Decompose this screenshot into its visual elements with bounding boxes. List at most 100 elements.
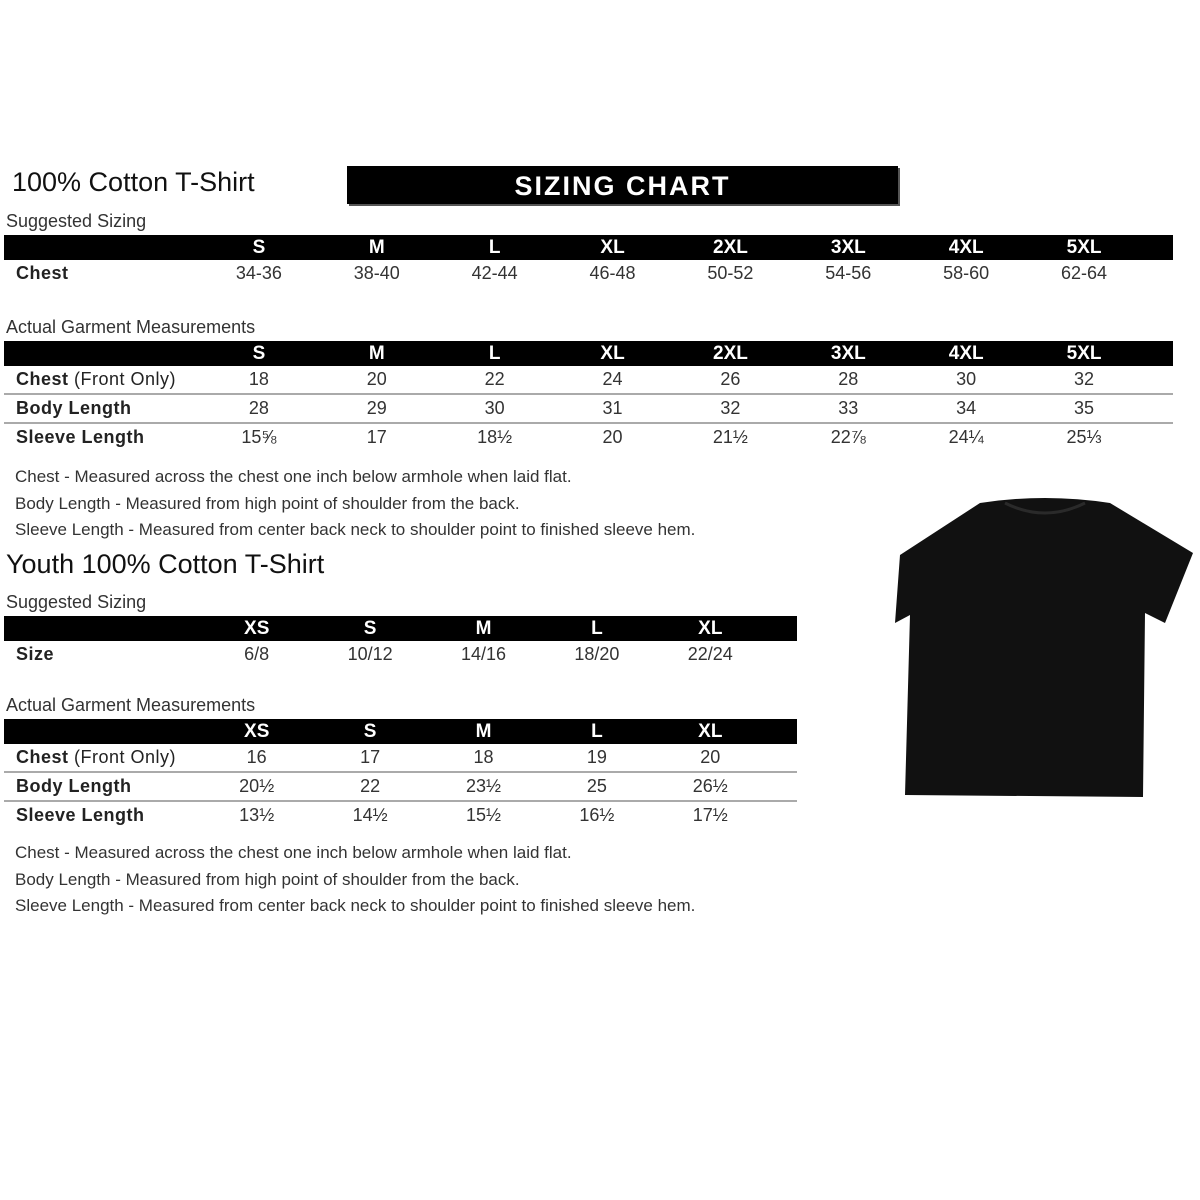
table-row: Chest (Front Only) 18 20 22 24 26 28 30 32 (4, 366, 1173, 395)
row-end (1143, 423, 1173, 451)
value-cell: 16½ (579, 805, 615, 825)
youth-notes: Chest - Measured across the chest one in… (15, 840, 695, 920)
row-label: Body Length (16, 398, 132, 418)
value-cell: 20 (317, 366, 436, 395)
value-cell: 31 (553, 394, 672, 424)
black-tshirt-icon (895, 498, 1193, 797)
header-blank (4, 719, 200, 744)
size-header: 4XL (907, 235, 1026, 260)
value-cell: 18½ (477, 427, 513, 447)
value-cell: 20 (653, 744, 767, 773)
header-end (1143, 341, 1173, 366)
value-cell: 26½ (653, 772, 767, 802)
row-label-cell: Size (4, 641, 200, 668)
row-end (1143, 260, 1173, 287)
value-cell: 6/8 (244, 644, 270, 664)
size-header: 5XL (1025, 341, 1143, 366)
row-label: Size (16, 644, 55, 664)
value-cell: 32 (1025, 366, 1143, 395)
youth-title: Youth 100% Cotton T-Shirt (6, 549, 325, 579)
youth-actual-table: XS S M L XL Chest (Front Only) 16 17 18 19 20 Body … (4, 719, 797, 829)
value-cell: 19 (540, 744, 654, 773)
table-row: Body Length 20½ 22 23½ 25 26½ (4, 772, 797, 802)
value-cell: 33 (789, 394, 908, 424)
value-cell: 30 (435, 394, 554, 424)
value-cell: 34-36 (235, 263, 282, 283)
row-label-cell: Chest (Front Only) (4, 366, 200, 395)
row-label-cell: Sleeve Length (4, 423, 200, 451)
value-cell: 22/24 (687, 644, 733, 664)
sizing-chart-banner: SIZING CHART (347, 166, 898, 204)
value-cell: 42-44 (471, 263, 518, 283)
size-header: 3XL (789, 235, 908, 260)
header-blank (4, 235, 200, 260)
size-header: S (313, 719, 427, 744)
row-label-cell: Chest (Front Only) (4, 744, 200, 773)
value-cell: 28 (789, 366, 908, 395)
value-cell: 15⅝ (241, 427, 277, 447)
value-cell: 13½ (239, 805, 275, 825)
size-header: 5XL (1025, 235, 1143, 260)
size-header: L (540, 719, 654, 744)
note-line: Body Length - Measured from high point o… (15, 493, 520, 513)
value-cell: 22⅞ (830, 427, 866, 447)
note-line: Sleeve Length - Measured from center bac… (15, 520, 696, 539)
row-label-cell: Body Length (4, 772, 200, 802)
table-row: Body Length 28 29 30 31 32 33 34 35 (4, 394, 1173, 424)
value-cell: 54-56 (825, 263, 872, 283)
youth-suggested-label: Suggested Sizing (6, 592, 147, 612)
header-end (767, 719, 797, 744)
size-header: 3XL (789, 341, 908, 366)
row-label-note: (Front Only) (74, 747, 177, 767)
adult-title: 100% Cotton T-Shirt (12, 167, 255, 197)
size-header: XL (553, 235, 672, 260)
header-blank (4, 341, 200, 366)
value-cell: 23½ (426, 772, 541, 802)
table-row: Size 6/8 10/12 14/16 18/20 22/24 (4, 641, 797, 668)
row-label: Chest (16, 369, 69, 389)
size-header: XL (653, 719, 767, 744)
adult-suggested-label: Suggested Sizing (6, 211, 147, 231)
value-cell: 25 (540, 772, 654, 802)
row-end (1143, 394, 1173, 424)
value-cell: 18 (200, 366, 318, 395)
value-cell: 26 (671, 366, 790, 395)
value-cell: 38-40 (353, 263, 400, 283)
value-cell: 17 (366, 427, 387, 447)
value-cell: 21½ (712, 427, 748, 447)
value-cell: 22 (435, 366, 554, 395)
row-end (767, 801, 797, 829)
value-cell: 20 (602, 427, 623, 447)
value-cell: 17½ (692, 805, 728, 825)
size-header: L (540, 616, 654, 641)
row-label-note: (Front Only) (74, 369, 177, 389)
size-header: S (200, 235, 318, 260)
size-header: 4XL (907, 341, 1026, 366)
size-header: M (317, 235, 436, 260)
value-cell: 25⅓ (1066, 427, 1102, 447)
value-cell: 28 (200, 394, 318, 424)
youth-actual-label: Actual Garment Measurements (6, 695, 256, 715)
row-label: Body Length (16, 776, 132, 796)
row-end (1143, 366, 1173, 395)
size-header: L (435, 235, 554, 260)
value-cell: 34 (907, 394, 1026, 424)
row-label: Sleeve Length (16, 427, 145, 447)
value-cell: 30 (907, 366, 1026, 395)
row-label: Chest (16, 747, 69, 767)
table-row: Sleeve Length 15⅝ 17 18½ 20 21½ 22⅞ 24¼ 25⅓ (4, 423, 1173, 451)
header-end (767, 616, 797, 641)
row-label-cell: Sleeve Length (4, 801, 200, 829)
size-header: XL (553, 341, 672, 366)
note-line: Sleeve Length - Measured from center bac… (15, 896, 696, 915)
value-cell: 18/20 (574, 644, 620, 664)
value-cell: 35 (1025, 394, 1143, 424)
size-header: L (435, 341, 554, 366)
row-label-cell: Chest (4, 260, 200, 287)
value-cell: 22 (313, 772, 427, 802)
value-cell: 29 (317, 394, 436, 424)
row-label-cell: Body Length (4, 394, 200, 424)
value-cell: 14/16 (460, 644, 506, 664)
header-blank (4, 616, 200, 641)
